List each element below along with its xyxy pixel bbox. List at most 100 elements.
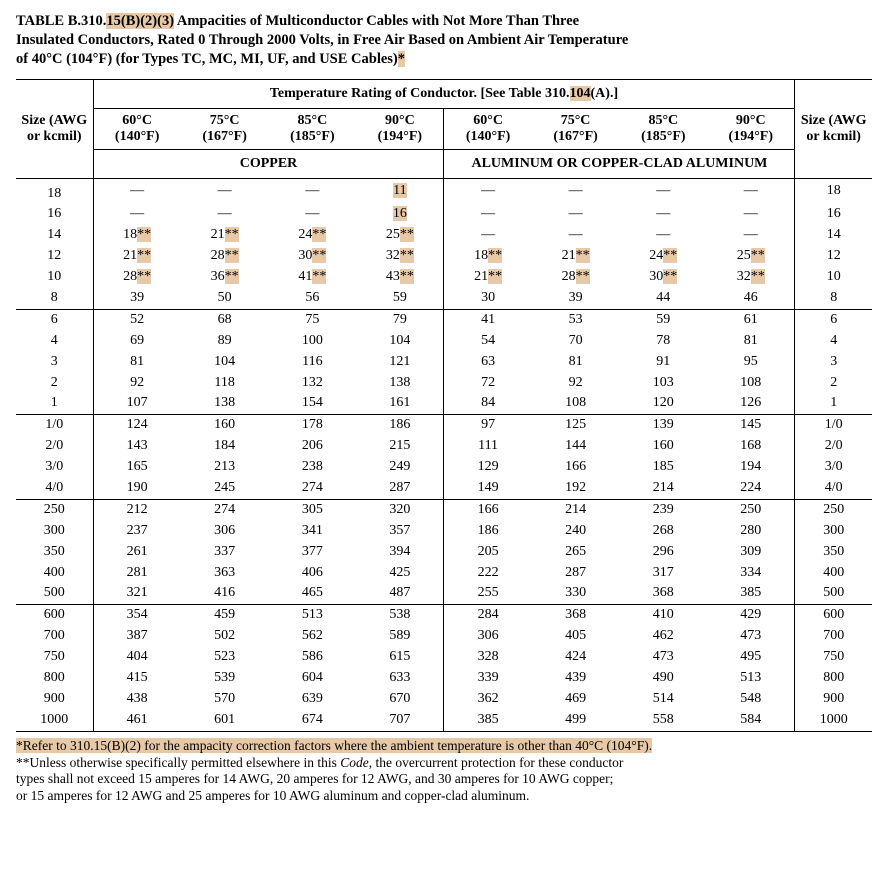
cell-copper: 43** [356, 267, 444, 288]
cell-aluminum: 129 [444, 457, 532, 478]
cell-aluminum: 72 [444, 373, 532, 394]
cell-aluminum: 139 [619, 415, 707, 436]
cell-copper: 59 [356, 288, 444, 309]
cell-aluminum: 81 [532, 352, 620, 373]
cell-aluminum: 205 [444, 542, 532, 563]
cell-aluminum: 469 [532, 689, 620, 710]
cell-copper: 160 [181, 415, 269, 436]
cell-size-right: 10 [795, 267, 872, 288]
cell-size-right: 4/0 [795, 478, 872, 499]
cell-copper: 406 [269, 563, 357, 584]
cell-aluminum: 362 [444, 689, 532, 710]
cell-size-right: 8 [795, 288, 872, 309]
header-temp-col: 90°C(194°F) [707, 108, 795, 149]
cell-copper: 354 [93, 605, 181, 626]
table-title: TABLE B.310.15(B)(2)(3) Ampacities of Mu… [16, 12, 872, 69]
title-line2: Insulated Conductors, Rated 0 Through 20… [16, 32, 628, 48]
cell-size-right: 2 [795, 373, 872, 394]
cell-aluminum: 214 [619, 478, 707, 499]
header-copper: COPPER [93, 149, 444, 178]
cell-copper: 487 [356, 583, 444, 604]
cell-copper: 161 [356, 393, 444, 414]
cell-copper: 190 [93, 478, 181, 499]
cell-size-right: 600 [795, 605, 872, 626]
cell-aluminum: 63 [444, 352, 532, 373]
title-ref-prefix: TABLE B.310. [16, 13, 106, 29]
cell-aluminum: 108 [532, 393, 620, 414]
cell-aluminum: 558 [619, 710, 707, 731]
cell-aluminum: 61 [707, 309, 795, 330]
cell-copper: 461 [93, 710, 181, 731]
cell-copper: 321 [93, 583, 181, 604]
cell-copper: 184 [181, 436, 269, 457]
cell-aluminum: 490 [619, 668, 707, 689]
cell-aluminum: 59 [619, 309, 707, 330]
cell-copper: 69 [93, 331, 181, 352]
cell-aluminum: 46 [707, 288, 795, 309]
cell-copper: 81 [93, 352, 181, 373]
header-temp-col: 60°C(140°F) [444, 108, 532, 149]
cell-aluminum: 499 [532, 710, 620, 731]
cell-copper: 92 [93, 373, 181, 394]
cell-size-right: 400 [795, 563, 872, 584]
cell-copper: 305 [269, 499, 357, 520]
cell-aluminum: 24** [619, 246, 707, 267]
cell-aluminum: 462 [619, 626, 707, 647]
cell-size-left: 700 [16, 626, 93, 647]
cell-copper: 50 [181, 288, 269, 309]
cell-aluminum: 280 [707, 521, 795, 542]
cell-copper: 121 [356, 352, 444, 373]
cell-size-right: 250 [795, 499, 872, 520]
cell-aluminum: 95 [707, 352, 795, 373]
cell-aluminum: 166 [532, 457, 620, 478]
cell-aluminum: — [444, 225, 532, 246]
cell-aluminum: 145 [707, 415, 795, 436]
cell-aluminum: 186 [444, 521, 532, 542]
cell-copper: 143 [93, 436, 181, 457]
footnotes: *Refer to 310.15(B)(2) for the ampacity … [16, 738, 656, 806]
cell-copper: 107 [93, 393, 181, 414]
cell-aluminum: 103 [619, 373, 707, 394]
cell-copper: 154 [269, 393, 357, 414]
cell-copper: 30** [269, 246, 357, 267]
footnote-2-code: Code [340, 755, 369, 770]
cell-copper: 670 [356, 689, 444, 710]
cell-aluminum: — [444, 204, 532, 225]
cell-copper: 281 [93, 563, 181, 584]
cell-aluminum: 309 [707, 542, 795, 563]
cell-aluminum: 385 [707, 583, 795, 604]
cell-copper: 394 [356, 542, 444, 563]
cell-copper: 415 [93, 668, 181, 689]
cell-copper: — [181, 204, 269, 225]
cell-size-left: 250 [16, 499, 93, 520]
cell-aluminum: 194 [707, 457, 795, 478]
cell-size-left: 3 [16, 352, 93, 373]
cell-copper: 633 [356, 668, 444, 689]
cell-size-left: 6 [16, 309, 93, 330]
cell-size-left: 900 [16, 689, 93, 710]
cell-aluminum: 439 [532, 668, 620, 689]
cell-aluminum: 296 [619, 542, 707, 563]
title-line3a: of 40°C (104°F) (for Types TC, MC, MI, U… [16, 51, 398, 67]
cell-aluminum: — [619, 204, 707, 225]
cell-copper: 132 [269, 373, 357, 394]
cell-copper: 237 [93, 521, 181, 542]
cell-copper: 52 [93, 309, 181, 330]
cell-copper: 245 [181, 478, 269, 499]
title-line1-rest: Ampacities of Multiconductor Cables with… [174, 13, 579, 29]
cell-copper: 604 [269, 668, 357, 689]
footnote-2d: or 15 amperes for 12 AWG and 25 amperes … [16, 788, 529, 803]
cell-copper: 562 [269, 626, 357, 647]
cell-copper: 32** [356, 246, 444, 267]
cell-copper: 16 [356, 204, 444, 225]
cell-copper: 639 [269, 689, 357, 710]
cell-size-left: 14 [16, 225, 93, 246]
cell-copper: 178 [269, 415, 357, 436]
cell-copper: 465 [269, 583, 357, 604]
cell-aluminum: 473 [707, 626, 795, 647]
header-temp-col: 75°C(167°F) [181, 108, 269, 149]
header-temp-col: 60°C(140°F) [93, 108, 181, 149]
cell-copper: 56 [269, 288, 357, 309]
cell-aluminum: 306 [444, 626, 532, 647]
cell-size-right: 900 [795, 689, 872, 710]
